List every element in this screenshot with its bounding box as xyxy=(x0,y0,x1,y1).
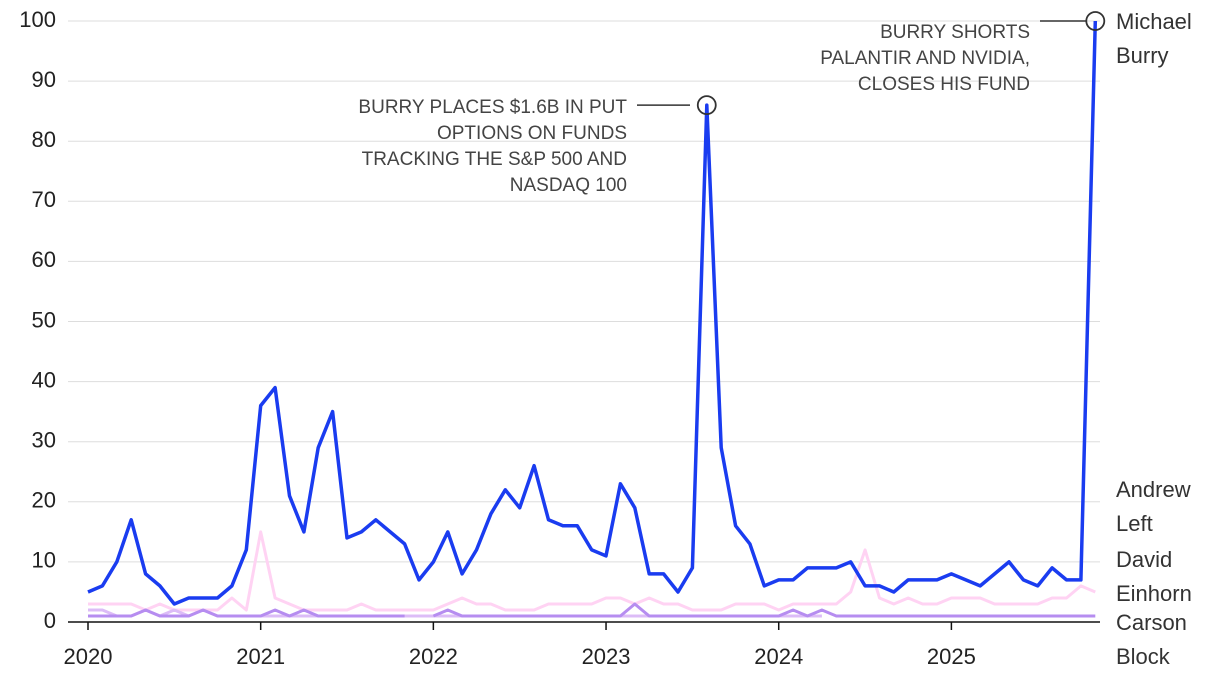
x-tick-label: 2022 xyxy=(409,644,458,669)
annotation-marker xyxy=(696,95,717,116)
legend-label: David Einhorn xyxy=(1116,547,1192,606)
x-tick-label: 2020 xyxy=(64,644,113,669)
x-tick-label: 2021 xyxy=(236,644,285,669)
legend-label: Andrew Left xyxy=(1116,477,1191,536)
y-tick-label: 50 xyxy=(32,307,56,332)
y-tick-label: 0 xyxy=(44,608,56,633)
y-tick-label: 20 xyxy=(32,488,56,513)
annotation: BURRY PLACES $1.6B IN PUT OPTIONS ON FUN… xyxy=(358,97,627,196)
y-tick-label: 30 xyxy=(32,428,56,453)
y-tick-label: 80 xyxy=(32,127,56,152)
y-tick-label: 90 xyxy=(32,67,56,92)
y-tick-label: 40 xyxy=(32,367,56,392)
series-line xyxy=(88,602,1096,618)
y-tick-label: 60 xyxy=(32,247,56,272)
legend-label: Michael Burry xyxy=(1116,9,1192,68)
x-tick-label: 2025 xyxy=(927,644,976,669)
annotation: BURRY SHORTS PALANTIR AND NVIDIA, CLOSES… xyxy=(820,22,1030,95)
x-tick-label: 2023 xyxy=(582,644,631,669)
series-line xyxy=(87,20,1098,606)
annotation-marker xyxy=(1085,11,1106,31)
y-tick-label: 100 xyxy=(19,7,56,32)
legend-label: Carson Block xyxy=(1116,610,1187,669)
y-tick-label: 10 xyxy=(32,548,56,573)
series-line xyxy=(88,530,1096,612)
x-tick-label: 2024 xyxy=(754,644,803,669)
y-tick-label: 70 xyxy=(32,187,56,212)
